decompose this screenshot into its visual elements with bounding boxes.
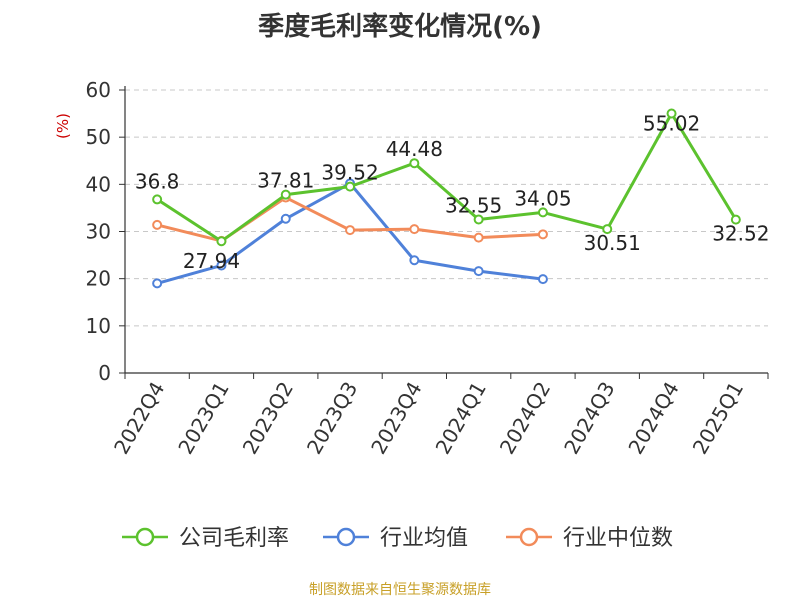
data-point xyxy=(152,219,163,230)
data-label: 44.48 xyxy=(386,137,443,161)
series-line xyxy=(156,111,738,243)
legend-marker xyxy=(519,527,539,547)
data-label-layer: 36.8 27.94 37.81 39.52 44.48 32.55 34.05 30.51 5… xyxy=(135,111,770,273)
x-tick-label: 2025Q1 xyxy=(688,378,748,459)
data-point xyxy=(473,214,484,225)
x-tick-label: 2024Q1 xyxy=(431,378,491,459)
y-tick-label: 60 xyxy=(86,78,111,102)
legend-label: 行业均值 xyxy=(380,526,468,551)
x-tick-label: 2024Q2 xyxy=(495,378,555,459)
data-label: 27.94 xyxy=(183,249,240,273)
y-tick-label: 0 xyxy=(98,361,111,385)
data-point xyxy=(345,225,356,236)
x-tick-label: 2023Q3 xyxy=(302,378,362,459)
x-tick-label: 2024Q3 xyxy=(559,378,619,459)
x-tick-label: 2023Q4 xyxy=(366,378,426,459)
data-point xyxy=(152,278,163,289)
data-label: 30.51 xyxy=(584,231,641,255)
data-point xyxy=(409,255,420,266)
grid-layer xyxy=(125,89,768,327)
data-point xyxy=(537,274,548,285)
y-tick-label: 50 xyxy=(86,125,111,149)
legend-marker xyxy=(336,527,356,547)
data-label: 34.05 xyxy=(514,186,571,210)
data-point xyxy=(280,213,291,224)
y-axis-label: (%) xyxy=(54,113,72,139)
x-tick-label: 2022Q4 xyxy=(109,378,169,459)
data-point xyxy=(537,229,548,240)
data-point xyxy=(216,236,227,247)
data-point xyxy=(473,232,484,243)
x-tick-label: 2024Q4 xyxy=(623,378,683,459)
data-point xyxy=(216,260,227,271)
data-point xyxy=(537,207,548,218)
x-tick-label: 2023Q2 xyxy=(238,378,298,459)
data-point xyxy=(409,158,420,169)
y-tick-label: 10 xyxy=(86,314,111,338)
data-point xyxy=(409,224,420,235)
legend-label: 行业中位数 xyxy=(563,526,673,551)
y-tick-label: 20 xyxy=(86,267,111,291)
series-layer xyxy=(152,108,741,289)
chart-title: 季度毛利率变化情况(%) xyxy=(258,12,542,42)
data-label: 32.52 xyxy=(712,222,769,246)
data-point xyxy=(730,214,741,225)
data-label: 32.55 xyxy=(445,193,502,217)
legend: 公司毛利率 行业均值 行业中位数 xyxy=(122,526,673,551)
data-point xyxy=(280,189,291,200)
data-point xyxy=(602,224,613,235)
data-point xyxy=(152,194,163,205)
y-tick-label: 30 xyxy=(86,220,111,244)
data-point xyxy=(666,108,677,119)
data-label: 55.02 xyxy=(643,111,700,135)
x-tick-label: 2023Q1 xyxy=(173,378,233,459)
data-label: 39.52 xyxy=(321,161,378,185)
legend-label: 公司毛利率 xyxy=(179,526,289,551)
data-label: 37.81 xyxy=(257,169,314,193)
y-tick-label: 40 xyxy=(86,172,111,196)
legend-marker xyxy=(135,527,155,547)
source-note: 制图数据来自恒生聚源数据库 xyxy=(309,582,491,598)
data-point xyxy=(473,266,484,277)
data-label: 36.8 xyxy=(135,169,180,193)
data-point xyxy=(345,181,356,192)
